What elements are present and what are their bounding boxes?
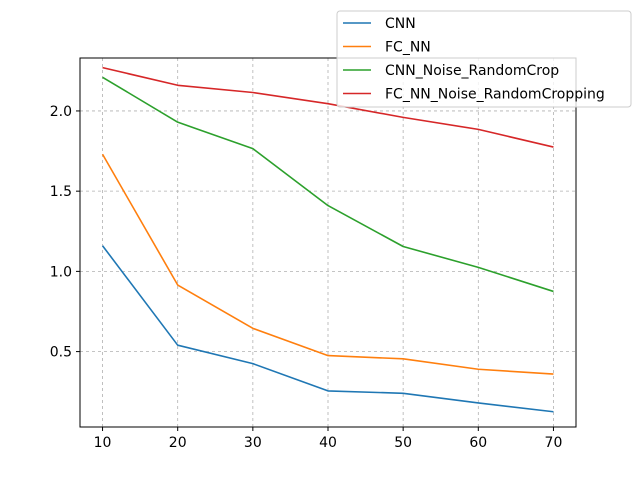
- series-line-2: [101, 153, 554, 375]
- x-tick-label: 40: [319, 435, 337, 451]
- x-tick-label: 10: [94, 435, 112, 451]
- y-axis: 0.5 1.0 1.5 2.0: [50, 104, 80, 361]
- y-tick-label: 1.0: [50, 264, 72, 280]
- series-line-4: [102, 66, 554, 148]
- x-tick-label: 20: [169, 435, 187, 451]
- series-lines: [101, 66, 554, 413]
- x-tick-label: 60: [469, 435, 487, 451]
- x-tick-label: 30: [244, 435, 262, 451]
- series-line-1: [101, 245, 554, 413]
- legend-box: [336, 10, 632, 108]
- grid: [80, 58, 576, 427]
- x-tick-label: 70: [545, 435, 563, 451]
- legend-label: CNN: [385, 16, 416, 32]
- y-tick-label: 0.5: [50, 345, 72, 361]
- legend-label: FC_NN: [385, 40, 431, 56]
- series-line-3: [102, 76, 554, 293]
- x-axis: 10 20 30 40 50 60 70: [94, 427, 563, 451]
- y-tick-label: 2.0: [50, 104, 72, 120]
- y-tick-label: 1.5: [50, 184, 72, 200]
- legend-label: CNN_Noise_RandomCrop: [385, 63, 559, 79]
- legend: CNN FC_NN CNN_Noise_RandomCrop FC_NN_Noise_…: [336, 10, 632, 108]
- x-tick-label: 50: [394, 435, 412, 451]
- legend-label: FC_NN_Noise_RandomCropping: [385, 87, 605, 103]
